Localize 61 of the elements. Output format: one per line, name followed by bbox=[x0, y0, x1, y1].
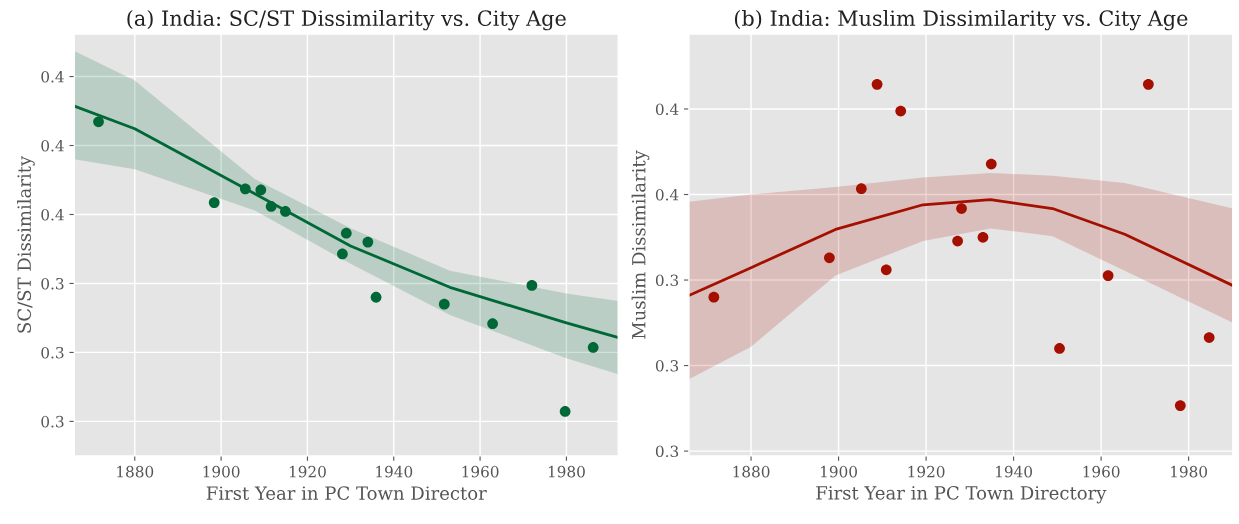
point bbox=[708, 291, 720, 303]
x-tick-label: 1880 bbox=[733, 465, 770, 478]
y-tick-label: 0.3 bbox=[655, 445, 679, 458]
point bbox=[370, 291, 382, 303]
point bbox=[855, 183, 867, 195]
y-tick-label: 0.3 bbox=[655, 360, 679, 372]
y-tick-label: 0.4 bbox=[41, 208, 64, 221]
point bbox=[985, 158, 997, 170]
y-tick-label: 0.4 bbox=[41, 71, 64, 83]
y-tick-label: 0.4 bbox=[41, 139, 64, 152]
point bbox=[824, 252, 835, 264]
point bbox=[956, 203, 967, 214]
y-axis-title: Muslim Dissimilarity bbox=[631, 150, 650, 339]
point bbox=[255, 184, 267, 196]
line-series bbox=[688, 198, 1233, 297]
point bbox=[487, 318, 498, 330]
x-tick-label: 1980 bbox=[548, 465, 585, 478]
point bbox=[1203, 332, 1215, 343]
point bbox=[438, 298, 450, 310]
point bbox=[1102, 270, 1114, 281]
y-tick-label: 0.3 bbox=[655, 274, 679, 287]
point bbox=[1142, 78, 1154, 90]
point bbox=[265, 201, 277, 212]
point bbox=[239, 183, 251, 195]
point bbox=[587, 342, 599, 353]
chart-title: (a) India: SC/ST Dissimilarity vs. City Age bbox=[127, 9, 566, 31]
point bbox=[880, 264, 892, 276]
x-tick-label: 1980 bbox=[1171, 465, 1208, 478]
x-tick-label: 1960 bbox=[462, 465, 499, 478]
y-axis-title: SC/ST Dissimilarity bbox=[17, 155, 35, 333]
line-series bbox=[74, 104, 619, 339]
y-tick-label: 0.4 bbox=[655, 188, 679, 201]
point bbox=[208, 197, 220, 208]
point bbox=[340, 227, 352, 239]
y-tick-label: 0.3 bbox=[41, 277, 64, 290]
x-tick-label: 1880 bbox=[117, 465, 154, 478]
x-tick-label: 1900 bbox=[820, 465, 857, 478]
x-tick-label: 1920 bbox=[908, 465, 945, 478]
point bbox=[362, 236, 374, 248]
point bbox=[337, 248, 348, 260]
point bbox=[559, 406, 571, 417]
point bbox=[952, 235, 963, 247]
x-axis-title: First Year in PC Town Director bbox=[206, 486, 487, 500]
y-tick-label: 0.3 bbox=[41, 346, 64, 359]
point bbox=[895, 105, 907, 117]
x-tick-label: 1900 bbox=[203, 465, 240, 478]
x-axis-title: First Year in PC Town Directory bbox=[816, 486, 1107, 504]
point bbox=[280, 206, 291, 217]
x-tick-label: 1920 bbox=[289, 465, 326, 478]
y-tick-label: 0.3 bbox=[41, 415, 64, 428]
x-tick-label: 1940 bbox=[376, 465, 413, 478]
point bbox=[526, 280, 538, 291]
point bbox=[1174, 400, 1186, 411]
point bbox=[93, 116, 104, 128]
point bbox=[871, 78, 883, 90]
point bbox=[1054, 343, 1065, 354]
point bbox=[977, 231, 989, 243]
x-tick-label: 1960 bbox=[1083, 465, 1120, 478]
chart-title: (b) India: Muslim Dissimilarity vs. City Age bbox=[734, 9, 1188, 31]
y-tick-label: 0.4 bbox=[655, 103, 679, 115]
x-tick-label: 1940 bbox=[996, 465, 1033, 478]
